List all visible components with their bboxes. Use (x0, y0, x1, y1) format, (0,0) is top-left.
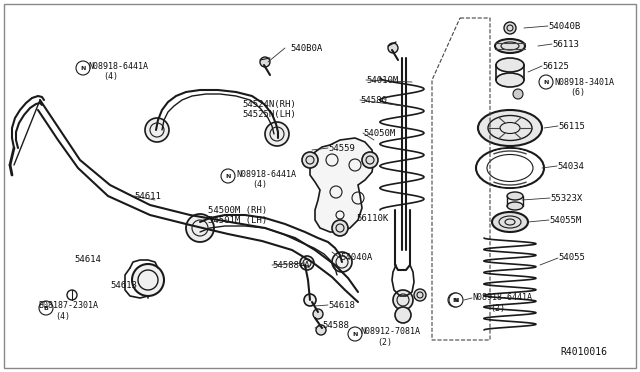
Circle shape (332, 220, 348, 236)
Text: (6): (6) (570, 87, 585, 96)
Text: 56110K: 56110K (356, 214, 388, 222)
Text: N08918-6441A: N08918-6441A (88, 61, 148, 71)
Circle shape (348, 327, 362, 341)
Text: 54588+A: 54588+A (272, 260, 310, 269)
Ellipse shape (507, 192, 523, 200)
Text: 54588: 54588 (322, 321, 349, 330)
Text: N08918-3401A: N08918-3401A (554, 77, 614, 87)
Circle shape (76, 61, 90, 75)
Text: R4010016: R4010016 (560, 347, 607, 357)
Circle shape (260, 57, 270, 67)
Circle shape (362, 152, 378, 168)
Text: 54034: 54034 (557, 161, 584, 170)
Circle shape (221, 169, 235, 183)
Text: 54580: 54580 (360, 96, 387, 105)
Text: 54559: 54559 (328, 144, 355, 153)
Text: 54613: 54613 (110, 280, 137, 289)
Ellipse shape (507, 202, 523, 210)
Text: 56115: 56115 (558, 122, 585, 131)
Text: N08918-6441A: N08918-6441A (236, 170, 296, 179)
Ellipse shape (496, 73, 524, 87)
Circle shape (316, 325, 326, 335)
Text: 54040B: 54040B (548, 22, 580, 31)
Text: 54500M (RH): 54500M (RH) (208, 205, 267, 215)
Text: N: N (543, 80, 548, 84)
Circle shape (504, 22, 516, 34)
Text: 54055: 54055 (558, 253, 585, 263)
Text: 54055M: 54055M (549, 215, 581, 224)
Circle shape (448, 293, 462, 307)
Ellipse shape (492, 212, 528, 232)
Circle shape (145, 118, 169, 142)
Circle shape (388, 43, 398, 53)
Circle shape (393, 290, 413, 310)
Text: B: B (44, 305, 49, 311)
Ellipse shape (478, 110, 542, 146)
Text: N: N (80, 65, 86, 71)
Text: 56125: 56125 (542, 61, 569, 71)
Text: 54050M: 54050M (363, 128, 396, 138)
Text: N: N (352, 331, 358, 337)
Text: N: N (452, 298, 458, 302)
Text: 54618: 54618 (328, 301, 355, 310)
Circle shape (395, 307, 411, 323)
Circle shape (332, 252, 352, 272)
Text: 54614: 54614 (74, 256, 101, 264)
Text: 54040A: 54040A (340, 253, 372, 263)
Text: (2): (2) (490, 304, 505, 312)
Circle shape (304, 294, 316, 306)
Text: 540B0A: 540B0A (290, 44, 323, 52)
Ellipse shape (495, 39, 525, 53)
Circle shape (300, 256, 314, 270)
Text: 54525N(LH): 54525N(LH) (242, 109, 296, 119)
Text: 54501M (LH): 54501M (LH) (208, 215, 267, 224)
Circle shape (513, 89, 523, 99)
Text: B08187-2301A: B08187-2301A (38, 301, 98, 311)
Circle shape (449, 293, 463, 307)
Text: (4): (4) (103, 71, 118, 80)
Circle shape (313, 309, 323, 319)
Polygon shape (310, 138, 374, 232)
Circle shape (132, 264, 164, 296)
Text: N: N (453, 298, 459, 302)
Text: 55323X: 55323X (550, 193, 582, 202)
Ellipse shape (496, 58, 524, 72)
Text: 54611: 54611 (134, 192, 161, 201)
Circle shape (539, 75, 553, 89)
Text: (4): (4) (252, 180, 267, 189)
Circle shape (265, 122, 289, 146)
Circle shape (414, 289, 426, 301)
Text: N08918-6441A: N08918-6441A (472, 294, 532, 302)
Text: N: N (225, 173, 230, 179)
Text: 54010M: 54010M (366, 76, 398, 84)
Text: (4): (4) (55, 311, 70, 321)
Circle shape (302, 152, 318, 168)
Circle shape (186, 214, 214, 242)
Text: 56113: 56113 (552, 39, 579, 48)
Text: N08912-7081A: N08912-7081A (360, 327, 420, 337)
Text: 54524N(RH): 54524N(RH) (242, 99, 296, 109)
Circle shape (39, 301, 53, 315)
Text: (2): (2) (377, 337, 392, 346)
